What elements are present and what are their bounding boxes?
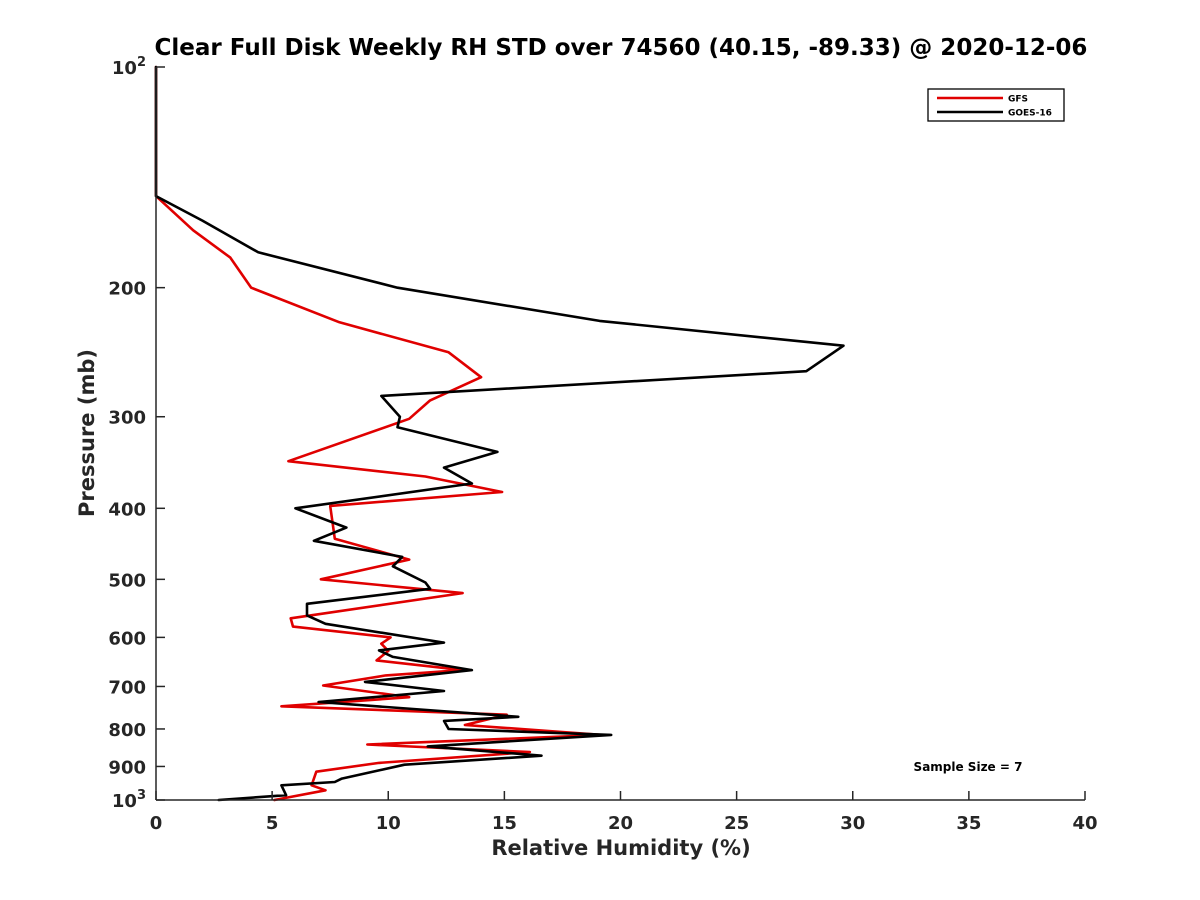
x-tick-label: 15	[492, 813, 517, 834]
x-tick-label: 20	[608, 813, 633, 834]
x-tick-label: 40	[1072, 813, 1097, 834]
legend: GFS GOES-16	[927, 88, 1065, 122]
y-tick-label: 500	[108, 570, 146, 591]
y-tick-label: 700	[108, 677, 146, 698]
x-tick-label: 5	[266, 813, 279, 834]
y-tick-label: 600	[108, 628, 146, 649]
chart-title: Clear Full Disk Weekly RH STD over 74560…	[155, 35, 1088, 61]
x-tick-label: 35	[956, 813, 981, 834]
x-axis-label: Relative Humidity (%)	[491, 836, 750, 860]
y-tick-label: 102	[112, 55, 146, 79]
y-tick-label: 103	[112, 788, 146, 812]
legend-label-0: GFS	[1008, 95, 1028, 105]
x-tick-label: 30	[840, 813, 865, 834]
y-axis-label: Pressure (mb)	[75, 349, 99, 517]
x-tick-label: 25	[724, 813, 749, 834]
axes: 0 5 10 15 20 25 30 35 40 102 200 300 400 500 600 700 800…	[108, 55, 1097, 834]
x-tick-label: 10	[376, 813, 401, 834]
legend-label-1: GOES-16	[1008, 109, 1052, 119]
y-tick-label: 300	[108, 408, 146, 429]
legend-box	[927, 88, 1065, 122]
plot-area	[154, 65, 845, 802]
y-tick-label: 200	[108, 279, 146, 300]
y-tick-label: 800	[108, 720, 146, 741]
y-tick-label: 900	[108, 757, 146, 778]
y-tick-label: 400	[108, 499, 146, 520]
x-tick-label: 0	[150, 813, 163, 834]
sample-size-note: Sample Size = 7	[914, 760, 1023, 774]
series-line-1	[154, 65, 845, 802]
series-line-0	[154, 65, 604, 802]
